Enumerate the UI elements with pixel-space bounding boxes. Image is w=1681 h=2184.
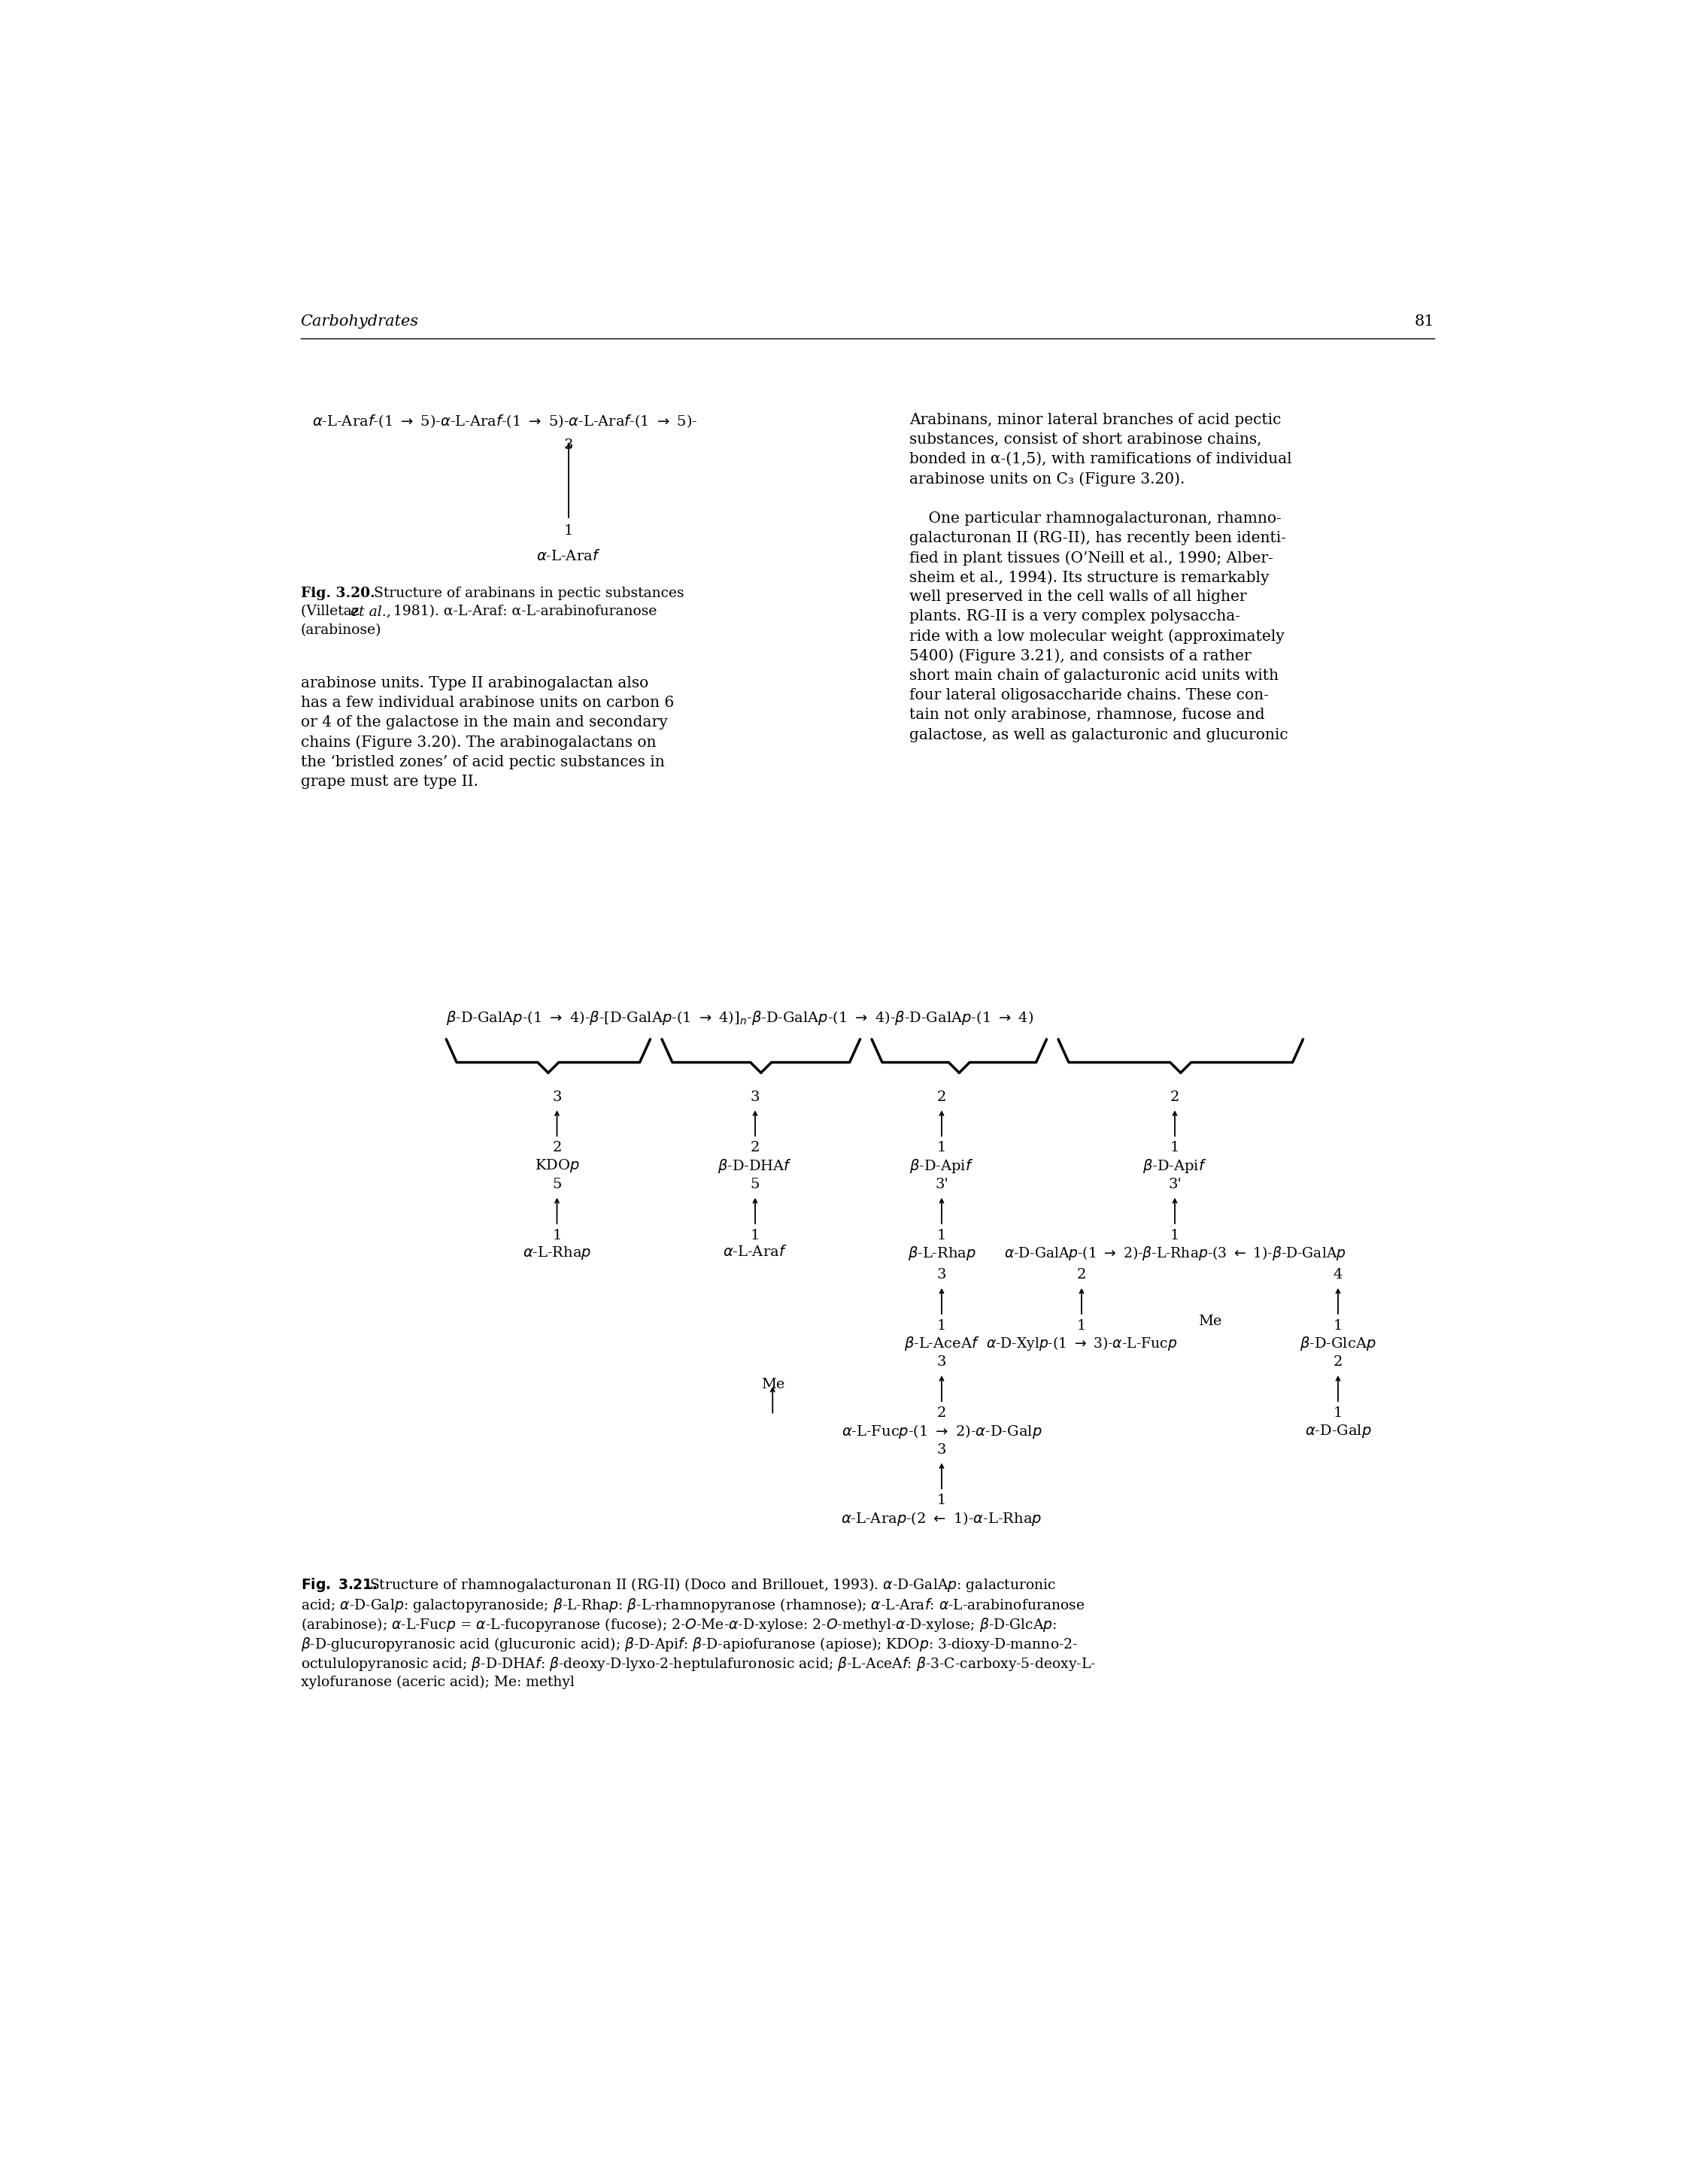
Text: Me: Me <box>1199 1315 1222 1328</box>
Text: Fig. 3.20.: Fig. 3.20. <box>301 585 375 601</box>
Text: $\beta$-L-AceA$f$: $\beta$-L-AceA$f$ <box>904 1334 980 1352</box>
Text: 2: 2 <box>750 1140 760 1155</box>
Text: well preserved in the cell walls of all higher: well preserved in the cell walls of all … <box>909 590 1247 605</box>
Text: 5400) (Figure 3.21), and consists of a rather: 5400) (Figure 3.21), and consists of a r… <box>909 649 1252 664</box>
Text: $\alpha$-D-Gal$p$: $\alpha$-D-Gal$p$ <box>1304 1422 1372 1439</box>
Text: 2: 2 <box>1170 1090 1180 1103</box>
Text: galactose, as well as galacturonic and glucuronic: galactose, as well as galacturonic and g… <box>909 727 1288 743</box>
Text: Me: Me <box>761 1378 785 1391</box>
Text: 1: 1 <box>936 1230 946 1243</box>
Text: 3: 3 <box>936 1356 946 1369</box>
Text: $\alpha$-L-Ara$f$: $\alpha$-L-Ara$f$ <box>536 548 600 563</box>
Text: 3': 3' <box>1168 1177 1182 1190</box>
Text: $\alpha$-L-Ara$f$: $\alpha$-L-Ara$f$ <box>723 1245 787 1260</box>
Text: $\beta$-D-GalA$p$-(1 $\rightarrow$ 4)-$\beta$-[D-GalA$p$-(1 $\rightarrow$ 4)]$_n: $\beta$-D-GalA$p$-(1 $\rightarrow$ 4)-$\… <box>445 1009 1034 1026</box>
Text: 1: 1 <box>936 1319 946 1332</box>
Text: One particular rhamnogalacturonan, rhamno-: One particular rhamnogalacturonan, rhamn… <box>909 511 1281 526</box>
Text: arabinose units on C₃ (Figure 3.20).: arabinose units on C₃ (Figure 3.20). <box>909 472 1185 487</box>
Text: $\alpha$-D-GalA$p$-(1 $\rightarrow$ 2)-$\beta$-L-Rha$p$-(3 $\leftarrow$ 1)-$\bet: $\alpha$-D-GalA$p$-(1 $\rightarrow$ 2)-$… <box>1004 1245 1346 1262</box>
Text: 1: 1 <box>1078 1319 1086 1332</box>
Text: 4: 4 <box>1333 1269 1343 1282</box>
Text: 2: 2 <box>936 1406 946 1420</box>
Text: $\beta$-L-Rha$p$: $\beta$-L-Rha$p$ <box>908 1245 977 1262</box>
Text: $\alpha$-L-Ara$p$-(2 $\leftarrow$ 1)-$\alpha$-L-Rha$p$: $\alpha$-L-Ara$p$-(2 $\leftarrow$ 1)-$\a… <box>841 1509 1042 1527</box>
Text: 1: 1 <box>750 1230 760 1243</box>
Text: fied in plant tissues (O’Neill et al., 1990; Alber-: fied in plant tissues (O’Neill et al., 1… <box>909 550 1274 566</box>
Text: or 4 of the galactose in the main and secondary: or 4 of the galactose in the main and se… <box>301 716 667 729</box>
Text: $\beta$-D-glucuropyranosic acid (glucuronic acid); $\beta$-D-Api$f$: $\beta$-D-a: $\beta$-D-glucuropyranosic acid (glucuro… <box>301 1636 1078 1653</box>
Text: 3': 3' <box>935 1177 948 1190</box>
Text: KDO$p$: KDO$p$ <box>535 1158 580 1175</box>
Text: $\beta$-D-Api$f$: $\beta$-D-Api$f$ <box>1143 1158 1207 1175</box>
Text: plants. RG-II is a very complex polysaccha-: plants. RG-II is a very complex polysacc… <box>909 609 1241 625</box>
Text: 3: 3 <box>553 1090 561 1103</box>
Text: $\beta$-D-DHA$f$: $\beta$-D-DHA$f$ <box>718 1158 792 1175</box>
Text: 1: 1 <box>553 1230 561 1243</box>
Text: sheim et al., 1994). Its structure is remarkably: sheim et al., 1994). Its structure is re… <box>909 570 1269 585</box>
Text: $\bf{Fig.\ 3.21.}$: $\bf{Fig.\ 3.21.}$ <box>301 1577 377 1594</box>
Text: 2: 2 <box>1078 1269 1086 1282</box>
Text: xylofuranose (aceric acid); Me: methyl: xylofuranose (aceric acid); Me: methyl <box>301 1675 575 1688</box>
Text: Arabinans, minor lateral branches of acid pectic: Arabinans, minor lateral branches of aci… <box>909 413 1281 426</box>
Text: Structure of rhamnogalacturonan II (RG-II) (Doco and Brillouet, 1993). $\alpha$-: Structure of rhamnogalacturonan II (RG-I… <box>370 1577 1056 1594</box>
Text: 2: 2 <box>936 1090 946 1103</box>
Text: chains (Figure 3.20). The arabinogalactans on: chains (Figure 3.20). The arabinogalacta… <box>301 736 656 749</box>
Text: arabinose units. Type II arabinogalactan also: arabinose units. Type II arabinogalactan… <box>301 677 649 690</box>
Text: 1: 1 <box>1333 1319 1343 1332</box>
Text: 3: 3 <box>563 439 573 452</box>
Text: the ‘bristled zones’ of acid pectic substances in: the ‘bristled zones’ of acid pectic subs… <box>301 756 664 769</box>
Text: $\beta$-D-GlcA$p$: $\beta$-D-GlcA$p$ <box>1299 1334 1377 1352</box>
Text: 2: 2 <box>553 1140 561 1155</box>
Text: et al.,: et al., <box>351 605 392 618</box>
Text: 1: 1 <box>936 1494 946 1507</box>
Text: ride with a low molecular weight (approximately: ride with a low molecular weight (approx… <box>909 629 1284 644</box>
Text: 3: 3 <box>936 1444 946 1457</box>
Text: substances, consist of short arabinose chains,: substances, consist of short arabinose c… <box>909 432 1262 446</box>
Text: 1: 1 <box>936 1140 946 1155</box>
Text: grape must are type II.: grape must are type II. <box>301 775 477 788</box>
Text: 5: 5 <box>750 1177 760 1190</box>
Text: Structure of arabinans in pectic substances: Structure of arabinans in pectic substan… <box>370 585 684 601</box>
Text: four lateral oligosaccharide chains. These con-: four lateral oligosaccharide chains. The… <box>909 688 1269 703</box>
Text: 3: 3 <box>750 1090 760 1103</box>
Text: has a few individual arabinose units on carbon 6: has a few individual arabinose units on … <box>301 697 674 710</box>
Text: 1: 1 <box>1170 1140 1180 1155</box>
Text: 1981). α-L-Araf: α-L-arabinofuranose: 1981). α-L-Araf: α-L-arabinofuranose <box>388 605 657 618</box>
Text: 2: 2 <box>1333 1356 1343 1369</box>
Text: 1: 1 <box>563 524 573 537</box>
Text: acid; $\alpha$-D-Gal$p$: galactopyranoside; $\beta$-L-Rha$p$: $\beta$-L-rhamnopy: acid; $\alpha$-D-Gal$p$: galactopyranosi… <box>301 1597 1084 1614</box>
Text: 5: 5 <box>553 1177 561 1190</box>
Text: galacturonan II (RG-II), has recently been identi-: galacturonan II (RG-II), has recently be… <box>909 531 1286 546</box>
Text: $\alpha$-L-Ara$f$-(1 $\rightarrow$ 5)-$\alpha$-L-Ara$f$-(1 $\rightarrow$ 5)-$\al: $\alpha$-L-Ara$f$-(1 $\rightarrow$ 5)-$\… <box>313 413 698 428</box>
Text: 1: 1 <box>1333 1406 1343 1420</box>
Text: $\alpha$-D-Xyl$p$-(1 $\rightarrow$ 3)-$\alpha$-L-Fuc$p$: $\alpha$-D-Xyl$p$-(1 $\rightarrow$ 3)-$\… <box>987 1334 1177 1352</box>
Text: $\alpha$-L-Fuc$p$-(1 $\rightarrow$ 2)-$\alpha$-D-Gal$p$: $\alpha$-L-Fuc$p$-(1 $\rightarrow$ 2)-$\… <box>842 1422 1042 1439</box>
Text: (arabinose); $\alpha$-L-Fuc$p$ = $\alpha$-L-fucopyranose (fucose); 2-$O$-Me-$\al: (arabinose); $\alpha$-L-Fuc$p$ = $\alpha… <box>301 1616 1056 1634</box>
Text: tain not only arabinose, rhamnose, fucose and: tain not only arabinose, rhamnose, fucos… <box>909 708 1266 723</box>
Text: $\alpha$-L-Rha$p$: $\alpha$-L-Rha$p$ <box>523 1245 592 1262</box>
Text: Carbohydrates: Carbohydrates <box>301 314 419 328</box>
Text: (Villetaz: (Villetaz <box>301 605 363 618</box>
Text: 81: 81 <box>1414 314 1434 328</box>
Text: octululopyranosic acid; $\beta$-D-DHA$f$: $\beta$-deoxy-D-lyxo-2-heptulafuronosi: octululopyranosic acid; $\beta$-D-DHA$f$… <box>301 1655 1096 1673</box>
Text: bonded in α-(1,5), with ramifications of individual: bonded in α-(1,5), with ramifications of… <box>909 452 1293 467</box>
Text: short main chain of galacturonic acid units with: short main chain of galacturonic acid un… <box>909 668 1279 684</box>
Text: $\beta$-D-Api$f$: $\beta$-D-Api$f$ <box>909 1158 973 1175</box>
Text: (arabinose): (arabinose) <box>301 622 382 638</box>
Text: 1: 1 <box>1170 1230 1180 1243</box>
Text: 3: 3 <box>936 1269 946 1282</box>
